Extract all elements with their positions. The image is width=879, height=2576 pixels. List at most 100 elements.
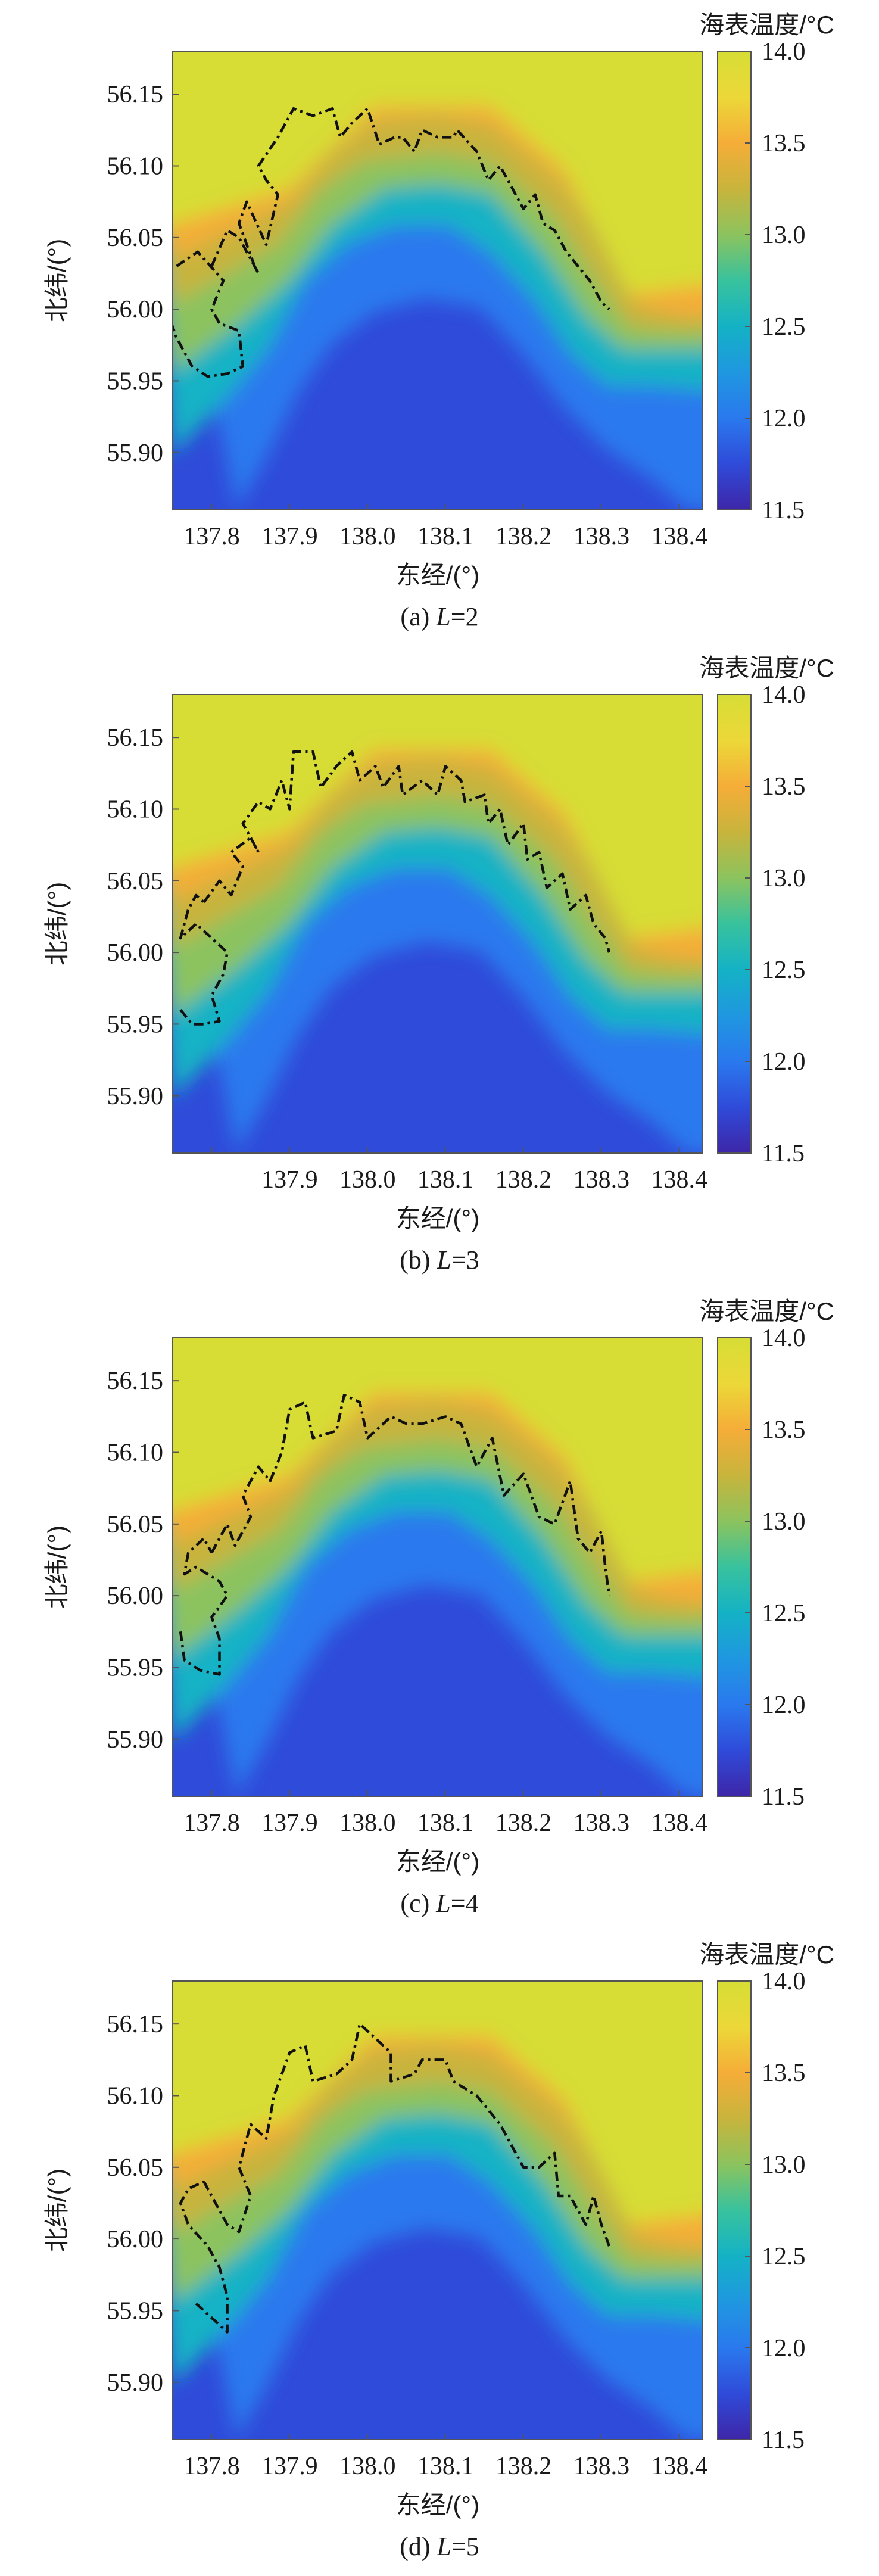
x-axis-label: 东经/(°)	[396, 561, 479, 589]
x-tick-label: 138.3	[573, 1166, 630, 1194]
x-tick-label: 137.8	[183, 2453, 240, 2480]
x-tick-label: 137.9	[261, 1809, 318, 1837]
y-tick-label: 56.05	[107, 868, 164, 895]
x-axis-label: 东经/(°)	[396, 1204, 479, 1232]
x-tick-label: 138.0	[339, 1809, 396, 1837]
caption-b-suffix: =3	[451, 1245, 479, 1275]
x-tick-label: 138.3	[573, 523, 630, 550]
x-tick-label: 138.1	[417, 1166, 474, 1194]
caption-c-prefix: (c)	[400, 1889, 437, 1918]
colorbar-tick-label: 11.5	[762, 497, 805, 524]
colorbar	[717, 1980, 752, 2440]
colorbar	[717, 1337, 752, 1797]
y-tick-label: 55.90	[107, 1083, 164, 1110]
colorbar-tick-label: 12.5	[762, 1600, 806, 1627]
caption-c: (c) L=4	[0, 1888, 879, 1918]
colorbar-tick-label: 12.0	[762, 405, 806, 432]
caption-a-var: L	[436, 602, 451, 631]
x-axis-label: 东经/(°)	[396, 2491, 479, 2519]
sst-field	[173, 1981, 703, 2440]
colorbar-title: 海表温度/°C	[699, 11, 834, 39]
colorbar-tick-label: 13.5	[762, 130, 806, 157]
front-boundary-line	[210, 1394, 611, 1596]
x-tick-label: 137.9	[261, 1166, 318, 1194]
sst-field	[173, 51, 703, 510]
y-tick-label: 56.00	[107, 939, 164, 967]
colorbar-tick-label: 13.0	[762, 1508, 806, 1535]
y-tick-label: 56.15	[107, 1368, 164, 1395]
caption-d: (d) L=5	[0, 2531, 879, 2562]
y-axis-label: 北纬/(°)	[43, 1525, 71, 1609]
y-tick-label: 55.90	[107, 440, 164, 467]
front-boundary-line	[202, 750, 611, 953]
colorbar-tick-label: 12.0	[762, 1048, 806, 1076]
sst-warm-region	[173, 694, 703, 938]
x-tick-label: 138.4	[651, 523, 707, 550]
caption-a: (a) L=2	[0, 602, 879, 632]
y-tick-label: 56.05	[107, 225, 164, 252]
y-axis-label: 北纬/(°)	[43, 2169, 71, 2252]
caption-a-prefix: (a)	[400, 602, 437, 631]
front-boundary-line	[173, 250, 245, 378]
x-tick-label: 138.3	[573, 2453, 630, 2480]
caption-a-suffix: =2	[450, 602, 479, 631]
x-tick-label: 138.1	[417, 523, 474, 550]
sst-field	[173, 1338, 703, 1796]
panel-a: 137.8 137.9 138.0 138.1 138.2 138.3 138.4 55.90…	[0, 0, 879, 643]
heatmap-chart-c: 137.8 137.9 138.0 138.1 138.2 138.3 138.4 55.90…	[43, 1297, 834, 1876]
front-boundary-line	[210, 107, 610, 310]
colorbar-tick-label: 11.5	[762, 2427, 805, 2454]
front-boundary-line	[202, 2022, 611, 2247]
x-tick-label: 138.4	[651, 1166, 707, 1194]
plot-frame	[172, 694, 703, 1154]
heatmap-chart-a: 137.8 137.9 138.0 138.1 138.2 138.3 138.4 55.90…	[43, 11, 834, 589]
caption-b: (b) L=3	[0, 1245, 879, 1275]
colorbar-title: 海表温度/°C	[699, 1940, 834, 1968]
x-tick-label: 138.4	[651, 2453, 707, 2480]
x-tick-label: 138.0	[339, 1166, 396, 1194]
y-tick-label: 56.15	[107, 2011, 164, 2038]
x-tick-label: 138.0	[339, 523, 396, 550]
heatmap-chart-b: 137.9 138.0 138.1 138.2 138.3 138.4 55.90 55.95…	[43, 654, 834, 1232]
y-tick-label: 56.10	[107, 153, 164, 180]
colorbar-tick-label: 14.0	[762, 1325, 806, 1352]
colorbar-tick-label: 12.0	[762, 2335, 806, 2362]
colorbar-tick-label: 13.0	[762, 865, 806, 892]
plot-frame	[172, 1980, 703, 2440]
y-tick-label: 56.10	[107, 2083, 164, 2110]
sst-field	[173, 694, 703, 1153]
x-tick-label: 137.8	[183, 1809, 240, 1837]
x-tick-label: 138.2	[495, 523, 552, 550]
y-tick-label: 56.00	[107, 296, 164, 323]
x-tick-label: 138.2	[495, 1809, 552, 1837]
y-tick-label: 56.15	[107, 81, 164, 108]
x-tick-label: 138.3	[573, 1809, 630, 1837]
panel-d: 137.8 137.9 138.0 138.1 138.2 138.3 138.4 55.90…	[0, 1930, 879, 2573]
colorbar-tick-label: 13.0	[762, 2151, 806, 2179]
caption-d-suffix: =5	[451, 2532, 479, 2561]
y-axis-label: 北纬/(°)	[43, 882, 71, 965]
colorbar-tick-label: 12.5	[762, 313, 806, 341]
colorbar-tick-label: 13.5	[762, 2060, 806, 2087]
y-tick-label: 55.95	[107, 2297, 164, 2325]
y-tick-label: 56.00	[107, 2226, 164, 2253]
x-tick-label: 138.4	[651, 1809, 707, 1837]
y-tick-label: 56.10	[107, 796, 164, 824]
y-tick-label: 56.15	[107, 724, 164, 752]
x-tick-label: 137.9	[261, 2453, 318, 2480]
x-tick-label: 138.1	[417, 1809, 474, 1837]
colorbar-title: 海表温度/°C	[699, 654, 834, 682]
panel-b: 137.9 138.0 138.1 138.2 138.3 138.4 55.90 55.95…	[0, 643, 879, 1287]
sst-warm-region	[173, 1981, 703, 2225]
colorbar-tick-label: 11.5	[762, 1140, 805, 1167]
y-tick-label: 55.95	[107, 367, 164, 395]
colorbar-tick-label: 12.5	[762, 957, 806, 984]
y-tick-label: 56.05	[107, 2154, 164, 2182]
sst-warm-region	[173, 51, 703, 295]
colorbar-tick-label: 14.0	[762, 38, 806, 66]
x-axis-label: 东经/(°)	[396, 1848, 479, 1876]
colorbar-tick-label: 13.5	[762, 773, 806, 800]
y-tick-label: 55.90	[107, 1726, 164, 1753]
colorbar-tick-label: 12.5	[762, 2243, 806, 2270]
colorbar-tick-label: 12.0	[762, 1692, 806, 1719]
